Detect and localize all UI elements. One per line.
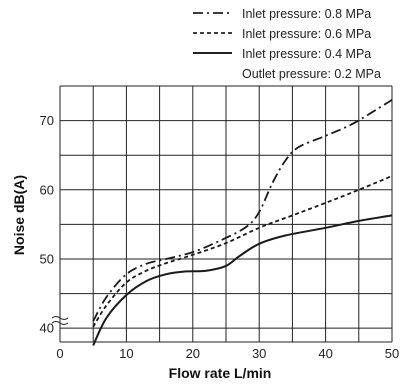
- chart-grid: [59, 85, 393, 343]
- x-tick-label: 30: [252, 346, 266, 361]
- series-line-1: [92, 175, 393, 328]
- x-tick-label: 40: [318, 346, 332, 361]
- chart-legend: Inlet pressure: 0.8 MPa Inlet pressure: …: [193, 7, 381, 81]
- x-tick-label: 10: [119, 346, 133, 361]
- x-tick-label: 0: [56, 346, 63, 361]
- y-axis-title: Noise dB(A): [11, 175, 27, 255]
- legend-label-0: Inlet pressure: 0.8 MPa: [242, 7, 371, 21]
- chart-series: [92, 99, 393, 346]
- y-tick-label: 60: [40, 182, 54, 197]
- series-line-0: [92, 99, 393, 322]
- legend-note: Outlet pressure: 0.2 MPa: [242, 67, 381, 81]
- x-tick-label: 20: [186, 346, 200, 361]
- x-tick-label: 50: [385, 346, 399, 361]
- y-tick-label: 70: [40, 113, 54, 128]
- axis-break-mark: [51, 316, 69, 325]
- legend-label-2: Inlet pressure: 0.4 MPa: [242, 47, 371, 61]
- legend-label-1: Inlet pressure: 0.6 MPa: [242, 27, 371, 41]
- series-line-2: [92, 214, 393, 346]
- tick-labels: 0 10 20 30 40 50 40 50 60 70: [40, 113, 400, 361]
- x-axis-title: Flow rate L/min: [169, 365, 272, 381]
- y-tick-label: 40: [40, 321, 54, 336]
- y-tick-label: 50: [40, 251, 54, 266]
